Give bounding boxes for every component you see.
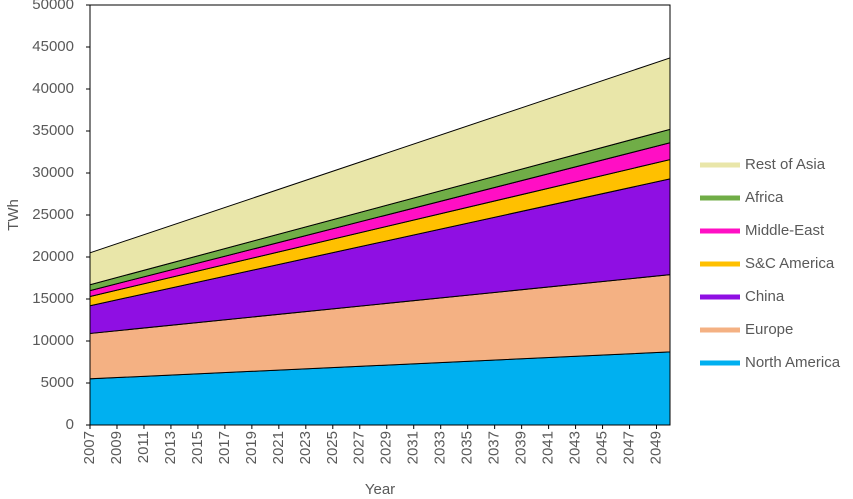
- x-axis-title: Year: [365, 481, 395, 498]
- x-tick-label: 2027: [351, 431, 368, 464]
- x-tick-label: 2017: [216, 431, 233, 464]
- x-tick-label: 2011: [135, 431, 152, 463]
- y-tick-label: 5000: [41, 374, 74, 391]
- x-tick-label: 2023: [297, 431, 314, 464]
- y-tick-label: 15000: [32, 290, 74, 307]
- x-tick-label: 2041: [540, 431, 557, 464]
- legend-label: China: [745, 288, 785, 305]
- x-tick-label: 2049: [647, 431, 664, 464]
- legend-label: Europe: [745, 321, 793, 338]
- x-tick-label: 2013: [162, 431, 179, 464]
- x-tick-label: 2015: [189, 431, 206, 464]
- y-tick-label: 20000: [32, 248, 74, 265]
- x-tick-label: 2047: [621, 431, 638, 464]
- legend-label: S&C America: [745, 255, 835, 272]
- x-tick-label: 2031: [405, 431, 422, 464]
- y-tick-label: 35000: [32, 122, 74, 139]
- x-tick-label: 2045: [594, 431, 611, 464]
- x-tick-label: 2039: [513, 431, 530, 464]
- legend-label: Rest of Asia: [745, 156, 826, 173]
- legend-label: Africa: [745, 189, 784, 206]
- x-tick-label: 2029: [378, 431, 395, 464]
- y-tick-label: 40000: [32, 80, 74, 97]
- x-tick-label: 2019: [243, 431, 260, 464]
- x-tick-label: 2043: [567, 431, 584, 464]
- legend-label: North America: [745, 354, 841, 371]
- y-tick-label: 0: [66, 416, 74, 433]
- y-tick-label: 45000: [32, 38, 74, 55]
- y-axis-title: TWh: [5, 199, 22, 231]
- y-tick-label: 30000: [32, 164, 74, 181]
- y-tick-label: 25000: [32, 206, 74, 223]
- y-tick-label: 10000: [32, 332, 74, 349]
- x-tick-label: 2007: [81, 431, 98, 464]
- x-tick-label: 2033: [432, 431, 449, 464]
- x-tick-label: 2009: [108, 431, 125, 464]
- x-tick-label: 2021: [270, 431, 287, 464]
- legend-label: Middle-East: [745, 222, 825, 239]
- x-tick-label: 2035: [459, 431, 476, 464]
- y-tick-label: 50000: [32, 0, 74, 13]
- x-tick-label: 2025: [324, 431, 341, 464]
- x-tick-label: 2037: [486, 431, 503, 464]
